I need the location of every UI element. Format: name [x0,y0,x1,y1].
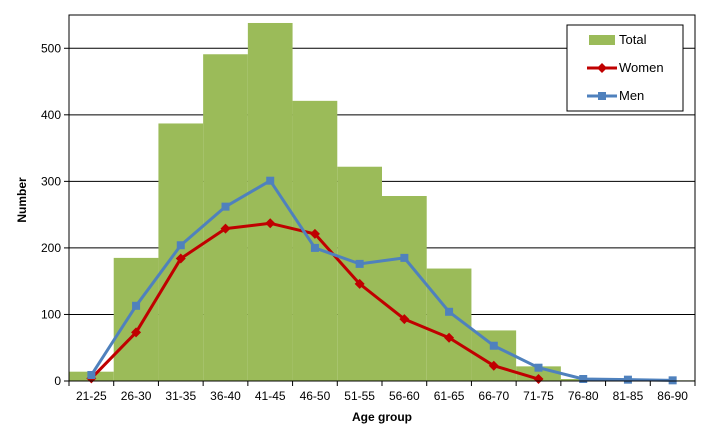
men-point-81-85 [623,375,632,384]
bar-36-40 [203,54,248,382]
women-point-61-65 [444,332,455,343]
legend-label-total: Total [619,32,647,47]
men-point-46-50 [310,243,319,252]
legend-box [566,24,684,112]
men-point-51-55 [355,259,364,268]
y-tick-labels: 0 100 200 300 400 500 [41,41,61,388]
y-axis-title: Number [15,177,29,223]
women-point-36-40 [220,223,231,234]
men-point-21-25 [87,371,96,380]
legend-label-men: Men [619,88,644,103]
x-tick-label-56-60: 56-60 [389,389,420,403]
women-point-56-60 [399,314,410,325]
y-tick-label-300: 300 [41,174,61,188]
x-tick-label-31-35: 31-35 [165,389,196,403]
men-point-36-40 [221,202,230,211]
bar-51-55 [337,166,382,381]
y-tick-label-0: 0 [54,374,61,388]
women-point-31-35 [175,253,186,264]
women-point-41-45 [265,218,276,229]
men-point-26-30 [132,301,141,310]
men-point-86-90 [668,376,677,385]
women-point-66-70 [488,360,499,371]
x-tick-label-26-30: 26-30 [121,389,152,403]
total-bars [69,22,695,382]
men-point-61-65 [445,307,454,316]
bar-46-50 [292,100,338,382]
series-lines [86,176,677,385]
legend-marker-women [597,63,607,73]
women-point-46-50 [309,228,320,239]
men-point-66-70 [489,341,498,350]
women-point-71-75 [533,374,544,385]
y-tick-label-500: 500 [41,41,61,55]
legend-marker-men [598,92,606,100]
men-point-31-35 [176,241,185,250]
x-tick-label-61-65: 61-65 [434,389,465,403]
women-point-51-55 [354,278,365,289]
legend: Total Women Men [566,24,684,112]
y-tick-label-400: 400 [41,108,61,122]
men-line [90,179,673,382]
men-point-41-45 [266,176,275,185]
y-tick-label-100: 100 [41,307,61,321]
x-tick-label-66-70: 66-70 [478,389,509,403]
x-tick-label-71-75: 71-75 [523,389,554,403]
x-tick-label-86-90: 86-90 [657,389,688,403]
x-axis-title: Age group [352,410,412,424]
bar-26-30 [113,257,159,381]
x-tick-label-81-85: 81-85 [613,389,644,403]
men-point-76-80 [579,375,588,384]
men-point-56-60 [400,253,409,262]
legend-label-women: Women [619,60,664,75]
y-tick-label-200: 200 [41,241,61,255]
x-tick-label-21-25: 21-25 [76,389,107,403]
x-tick-label-41-45: 41-45 [255,389,286,403]
bar-31-35 [158,123,204,382]
legend-swatch-total [589,35,615,45]
women-point-26-30 [131,327,142,338]
x-tick-label-51-55: 51-55 [344,389,375,403]
x-tick-label-36-40: 36-40 [210,389,241,403]
x-tick-label-76-80: 76-80 [568,389,599,403]
x-tick-labels: 21-25 26-30 31-35 36-40 41-45 46-50 51-55 56-60… [76,389,688,403]
bar-56-60 [382,196,427,381]
men-point-71-75 [534,363,543,372]
x-tick-label-46-50: 46-50 [300,389,331,403]
axes [64,14,696,386]
